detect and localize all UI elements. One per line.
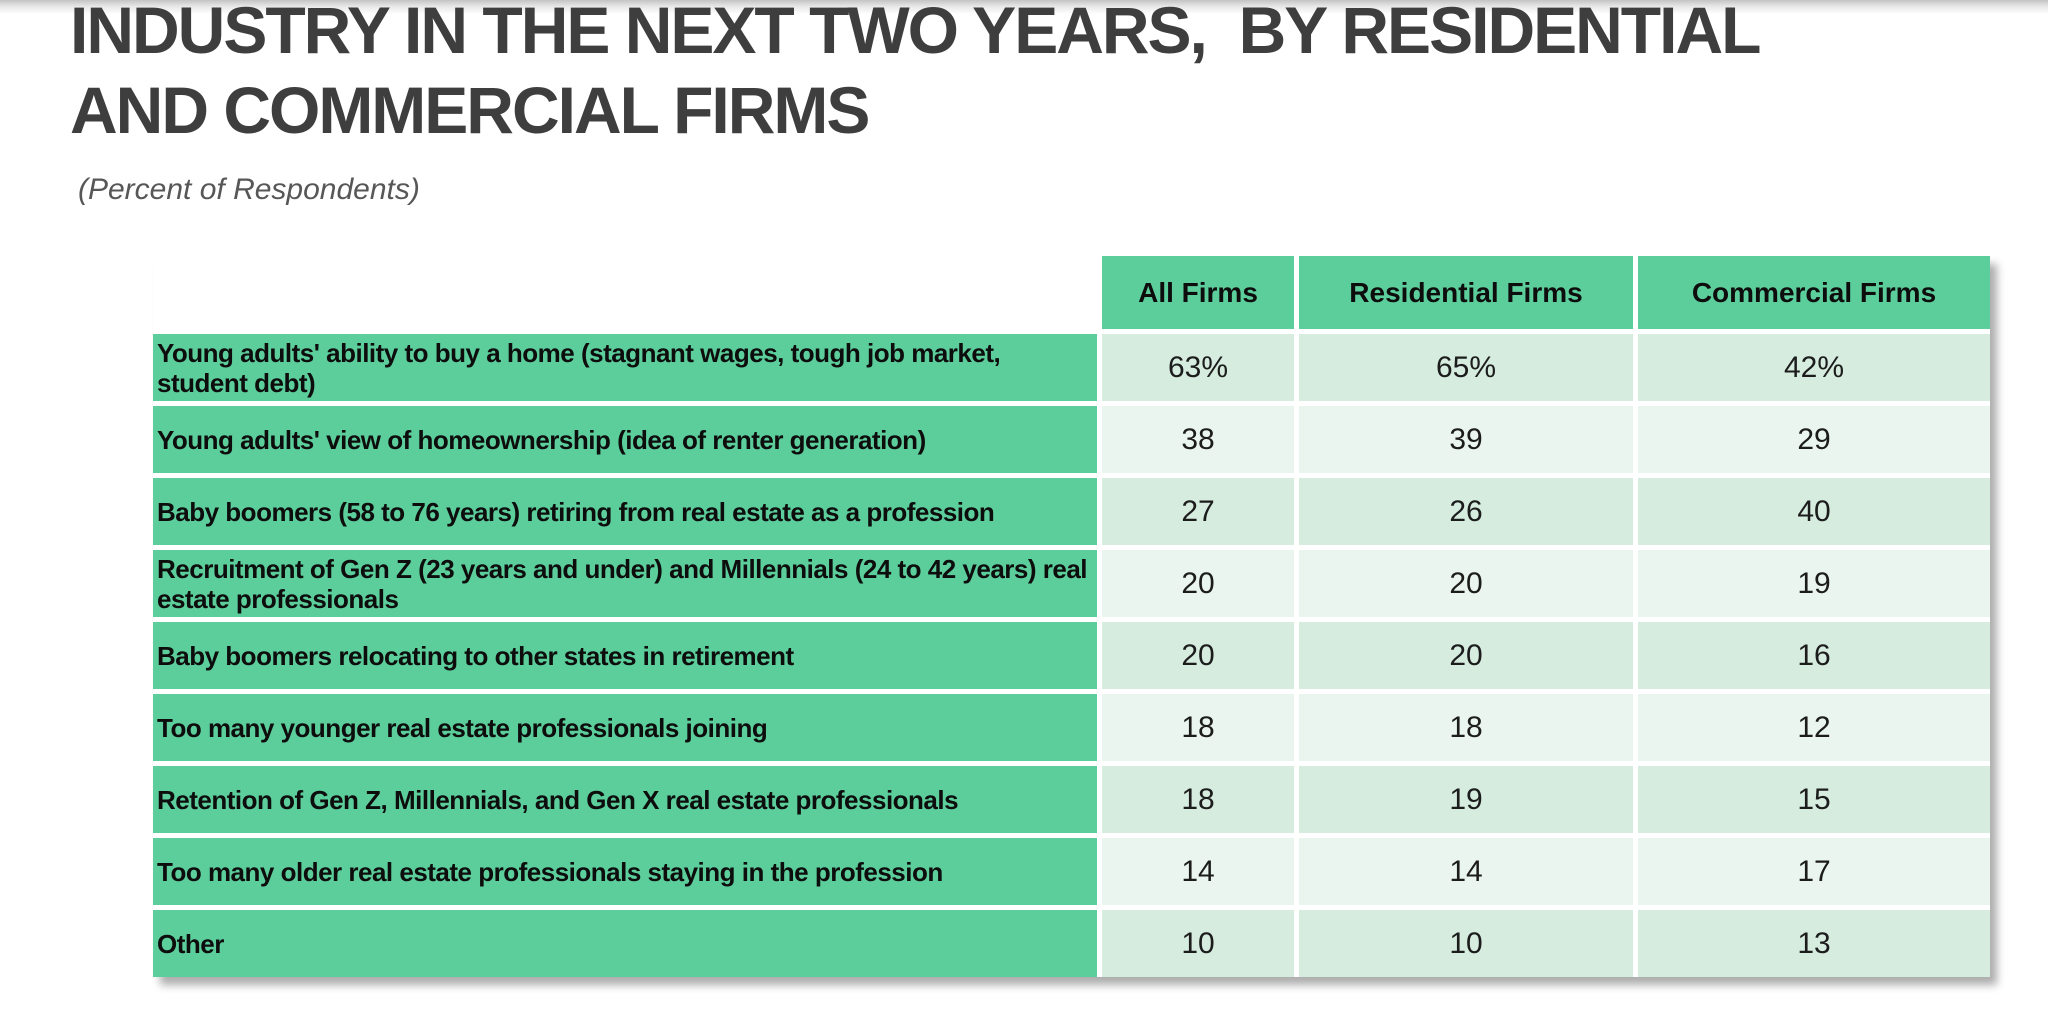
page-title-line2: AND COMMERCIAL FIRMS — [70, 73, 870, 147]
row-label: Too many older real estate professionals… — [153, 838, 1097, 905]
value-cell: 10 — [1102, 910, 1294, 977]
column-header: Residential Firms — [1299, 256, 1633, 329]
page-title: INDUSTRY IN THE NEXT TWO YEARS, BY RESID… — [70, 0, 1761, 150]
value-cell: 20 — [1102, 550, 1294, 617]
row-label: Other — [153, 910, 1097, 977]
value-cell: 14 — [1299, 838, 1633, 905]
value-cell: 38 — [1102, 406, 1294, 473]
value-cell: 19 — [1299, 766, 1633, 833]
value-cell: 40 — [1638, 478, 1990, 545]
value-cell: 10 — [1299, 910, 1633, 977]
value-cell: 42% — [1638, 334, 1990, 401]
top-edge-gradient — [0, 0, 2048, 14]
column-header: All Firms — [1102, 256, 1294, 329]
value-cell: 20 — [1299, 550, 1633, 617]
value-cell: 12 — [1638, 694, 1990, 761]
value-cell: 15 — [1638, 766, 1990, 833]
value-cell: 18 — [1299, 694, 1633, 761]
value-cell: 19 — [1638, 550, 1990, 617]
value-cell: 20 — [1102, 622, 1294, 689]
value-cell: 65% — [1299, 334, 1633, 401]
row-label: Retention of Gen Z, Millennials, and Gen… — [153, 766, 1097, 833]
value-cell: 27 — [1102, 478, 1294, 545]
value-cell: 20 — [1299, 622, 1633, 689]
page-subtitle: (Percent of Respondents) — [78, 173, 420, 206]
row-label: Too many younger real estate professiona… — [153, 694, 1097, 761]
value-cell: 18 — [1102, 766, 1294, 833]
row-label: Baby boomers relocating to other states … — [153, 622, 1097, 689]
column-header: Commercial Firms — [1638, 256, 1990, 329]
value-cell: 16 — [1638, 622, 1990, 689]
value-cell: 18 — [1102, 694, 1294, 761]
value-cell: 63% — [1102, 334, 1294, 401]
value-cell: 26 — [1299, 478, 1633, 545]
row-label: Young adults' view of homeownership (ide… — [153, 406, 1097, 473]
results-table: All Firms Residential Firms Commercial Fir… — [153, 256, 1990, 977]
value-cell: 29 — [1638, 406, 1990, 473]
page-title-line1: INDUSTRY IN THE NEXT TWO YEARS, BY RESID… — [70, 0, 1761, 67]
value-cell: 39 — [1299, 406, 1633, 473]
row-label: Young adults' ability to buy a home (sta… — [153, 334, 1097, 401]
value-cell: 13 — [1638, 910, 1990, 977]
row-label: Recruitment of Gen Z (23 years and under… — [153, 550, 1097, 617]
table-corner-spacer — [153, 256, 1097, 329]
row-label: Baby boomers (58 to 76 years) retiring f… — [153, 478, 1097, 545]
value-cell: 14 — [1102, 838, 1294, 905]
value-cell: 17 — [1638, 838, 1990, 905]
